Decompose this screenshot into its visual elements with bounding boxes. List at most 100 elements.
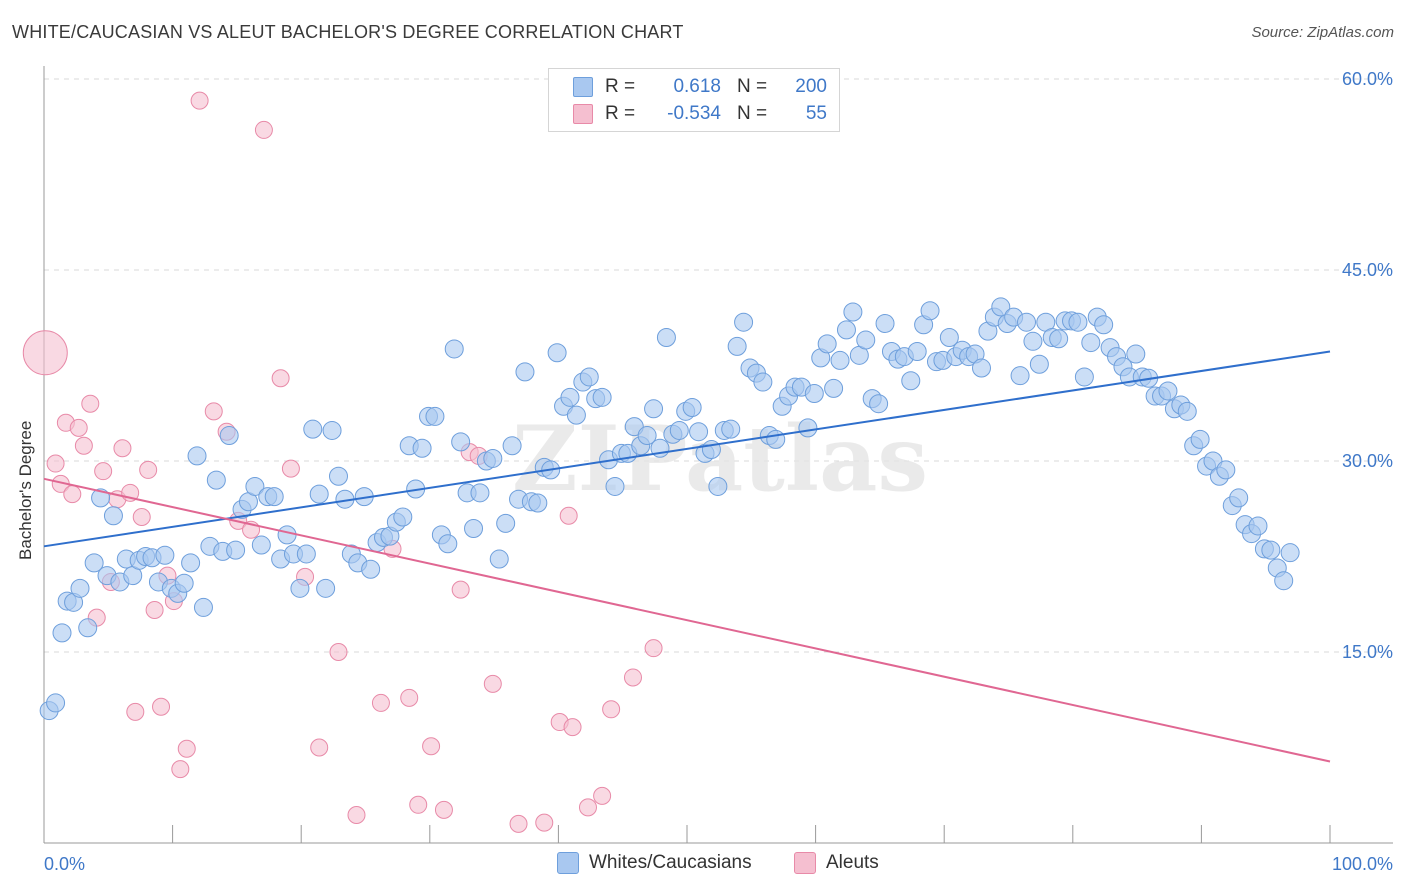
aleut-point — [145, 600, 164, 619]
white-caucasian-point — [708, 476, 728, 496]
white-caucasian-point — [682, 398, 702, 418]
white-caucasian-point — [309, 484, 329, 504]
white-caucasian-point — [103, 506, 123, 526]
white-caucasian-point — [464, 518, 484, 538]
white-caucasian-point — [438, 534, 458, 554]
aleut-point — [563, 718, 582, 737]
white-caucasian-point — [316, 578, 336, 598]
legend-swatch-aleuts — [573, 104, 593, 124]
white-caucasian-points — [39, 297, 1300, 721]
bottom-legend-swatch-aleuts — [794, 852, 816, 874]
y-tick-label: 60.0% — [1342, 69, 1393, 89]
aleut-point — [190, 91, 209, 110]
white-caucasian-point — [1216, 460, 1236, 480]
white-caucasian-point — [91, 488, 111, 508]
white-caucasian-point — [489, 549, 509, 569]
legend-row-whites: R = 0.618 N = 200 — [573, 74, 827, 100]
white-caucasian-point — [644, 399, 664, 419]
white-caucasian-point — [1126, 344, 1146, 364]
white-caucasian-point — [193, 597, 213, 617]
white-caucasian-point — [547, 343, 567, 363]
trend-lines — [43, 350, 1331, 763]
aleut-point — [139, 460, 158, 479]
white-caucasian-point — [290, 578, 310, 598]
white-caucasian-point — [1248, 516, 1268, 536]
white-caucasian-point — [393, 507, 413, 527]
aleut-point — [578, 798, 597, 817]
white-caucasian-point — [579, 367, 599, 387]
aleut-point — [132, 508, 151, 527]
white-caucasian-point — [836, 320, 856, 340]
white-caucasian-point — [296, 544, 316, 564]
white-caucasian-point — [817, 334, 837, 354]
aleut-point — [94, 462, 113, 481]
legend-n-value: 200 — [795, 76, 827, 97]
white-caucasian-point — [875, 313, 895, 333]
aleut-point — [347, 805, 366, 824]
white-caucasian-point — [206, 470, 226, 490]
y-tick-label: 45.0% — [1342, 260, 1393, 280]
white-caucasian-point — [496, 513, 516, 533]
white-caucasian-point — [1068, 312, 1088, 332]
white-caucasian-point — [1074, 367, 1094, 387]
white-caucasian-point — [322, 420, 342, 440]
white-caucasian-point — [1029, 354, 1049, 374]
white-caucasian-point — [528, 493, 548, 513]
source-label: Source: ZipAtlas.com — [1251, 24, 1394, 41]
legend-r-label: R = — [605, 76, 636, 97]
white-caucasian-point — [1017, 312, 1037, 332]
white-caucasian-point — [560, 387, 580, 407]
legend-n-value: 55 — [805, 103, 827, 124]
aleut-point — [535, 813, 554, 832]
aleut-point — [152, 697, 171, 716]
legend-row-aleuts: R = -0.534 N = 55 — [573, 101, 827, 127]
white-caucasian-point — [515, 362, 535, 382]
white-caucasian-point — [637, 426, 657, 446]
white-caucasian-point — [264, 487, 284, 507]
white-caucasian-point — [303, 419, 323, 439]
white-caucasian-point — [84, 553, 104, 573]
tick-labels: 15.0% 30.0% 45.0% 60.0% 0.0% 100.0% — [44, 69, 1393, 874]
bottom-legend-swatch-whites — [557, 852, 579, 874]
aleut-point — [644, 639, 663, 658]
bottom-legend-aleuts: Aleuts — [794, 852, 879, 874]
white-caucasian-point — [78, 618, 98, 638]
legend-swatch-whites — [573, 77, 593, 97]
aleut-point — [254, 120, 273, 139]
white-caucasian-trendline — [43, 350, 1331, 548]
white-caucasian-point — [939, 327, 959, 347]
white-caucasian-point — [721, 419, 741, 439]
legend-n-label: N = — [737, 76, 768, 97]
white-caucasian-point — [70, 578, 90, 598]
white-caucasian-point — [483, 448, 503, 468]
aleut-point — [409, 795, 428, 814]
y-tick-label: 30.0% — [1342, 451, 1393, 471]
aleut-point — [63, 485, 82, 504]
aleut-point — [371, 693, 390, 712]
white-caucasian-point — [907, 341, 927, 361]
white-caucasian-point — [1158, 381, 1178, 401]
aleut-point — [113, 439, 132, 458]
white-caucasian-point — [592, 387, 612, 407]
white-caucasian-point — [656, 327, 676, 347]
aleut-point — [602, 700, 621, 719]
white-caucasian-point — [425, 406, 445, 426]
aleut-point — [204, 402, 223, 421]
white-caucasian-point — [1274, 571, 1294, 591]
white-caucasian-point — [361, 559, 381, 579]
white-caucasian-point — [502, 436, 522, 456]
aleut-point — [329, 643, 348, 661]
y-axis-label: Bachelor's Degree — [16, 420, 35, 560]
grid-lines — [44, 78, 1393, 653]
correlation-legend: R = 0.618 N = 200 R = -0.534 N = 55 — [548, 68, 840, 132]
aleut-point — [623, 668, 642, 687]
aleut-point — [483, 674, 502, 693]
x-tick-label: 0.0% — [44, 854, 85, 874]
white-caucasian-point — [277, 525, 297, 545]
white-caucasian-point — [1049, 329, 1069, 349]
aleut-point — [593, 786, 612, 805]
white-caucasian-point — [734, 312, 754, 332]
white-caucasian-point — [901, 371, 921, 391]
white-caucasian-point — [669, 420, 689, 440]
white-caucasian-point — [991, 297, 1011, 317]
